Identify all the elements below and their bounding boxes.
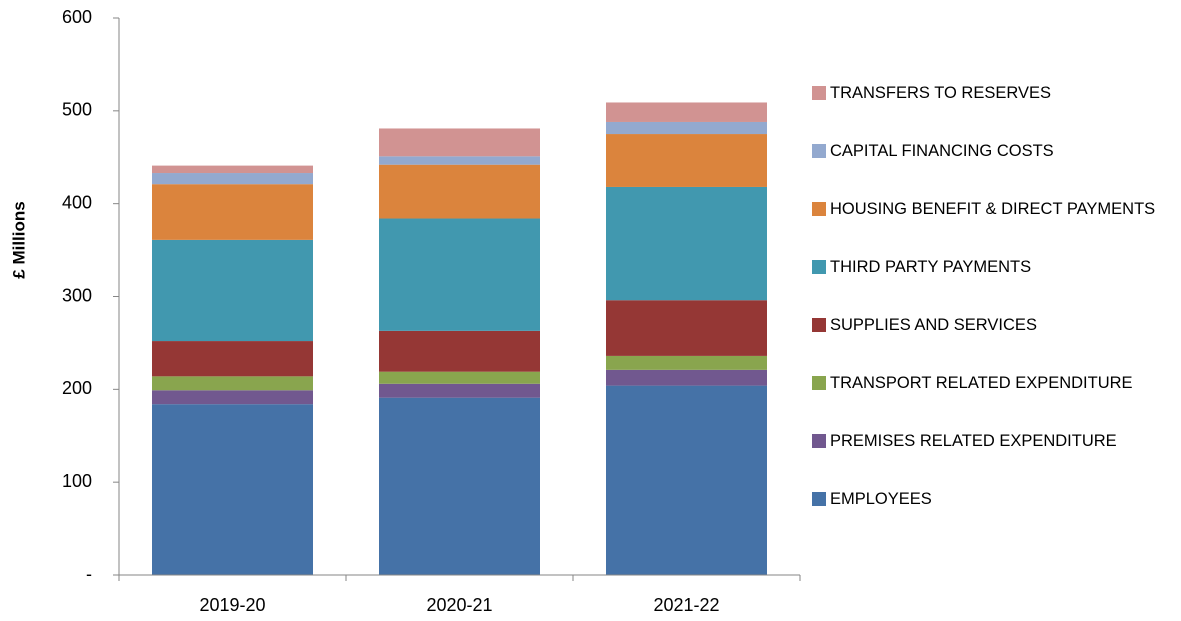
bar-segment bbox=[152, 376, 313, 391]
legend-item: PREMISES RELATED EXPENDITURE bbox=[812, 427, 1172, 456]
legend-item: EMPLOYEES bbox=[812, 485, 1172, 514]
bar-segment bbox=[379, 371, 540, 384]
legend-label: TRANSPORT RELATED EXPENDITURE bbox=[830, 374, 1133, 392]
legend-label: THIRD PARTY PAYMENTS bbox=[830, 258, 1032, 276]
bar-segment bbox=[152, 173, 313, 185]
bar-segment bbox=[606, 355, 767, 370]
legend-item: TRANSPORT RELATED EXPENDITURE bbox=[812, 369, 1172, 398]
bar-segment bbox=[379, 128, 540, 157]
legend-swatch bbox=[812, 434, 826, 448]
x-tick-label: 2021-22 bbox=[653, 595, 719, 615]
bar-segment bbox=[152, 165, 313, 174]
y-tick-label: 200 bbox=[62, 378, 92, 398]
legend-item: THIRD PARTY PAYMENTS bbox=[812, 253, 1172, 282]
legend-item: HOUSING BENEFIT & DIRECT PAYMENTS bbox=[812, 195, 1172, 224]
bar-segment bbox=[606, 134, 767, 187]
legend-label: HOUSING BENEFIT & DIRECT PAYMENTS bbox=[830, 200, 1156, 218]
legend-item: CAPITAL FINANCING COSTS bbox=[812, 137, 1172, 166]
x-tick-label: 2019-20 bbox=[199, 595, 265, 615]
legend-label: PREMISES RELATED EXPENDITURE bbox=[830, 432, 1117, 450]
y-tick-label: 100 bbox=[62, 471, 92, 491]
legend-item: SUPPLIES AND SERVICES bbox=[812, 311, 1172, 340]
legend-swatch bbox=[812, 260, 826, 274]
bar-segment bbox=[606, 102, 767, 122]
legend-item: TRANSFERS TO RESERVES bbox=[812, 79, 1172, 108]
legend-label: SUPPLIES AND SERVICES bbox=[830, 316, 1037, 334]
bar-segment bbox=[152, 184, 313, 240]
legend-label: TRANSFERS TO RESERVES bbox=[830, 84, 1051, 102]
y-tick-label: - bbox=[86, 564, 92, 584]
legend-swatch bbox=[812, 376, 826, 390]
bar-segment bbox=[152, 341, 313, 377]
bar-segment bbox=[379, 164, 540, 219]
bar-segment bbox=[379, 330, 540, 372]
bar-segment bbox=[606, 369, 767, 386]
legend-swatch bbox=[812, 318, 826, 332]
bar-segment bbox=[152, 404, 313, 575]
y-tick-label: 500 bbox=[62, 100, 92, 120]
legend-swatch bbox=[812, 86, 826, 100]
bar-segment bbox=[152, 239, 313, 342]
bar-segment bbox=[606, 300, 767, 356]
bar-segment bbox=[606, 186, 767, 301]
legend-swatch bbox=[812, 492, 826, 506]
legend-swatch bbox=[812, 144, 826, 158]
x-tick-label: 2020-21 bbox=[426, 595, 492, 615]
bar-segment bbox=[379, 218, 540, 331]
bar-segment bbox=[379, 397, 540, 575]
legend-swatch bbox=[812, 202, 826, 216]
bar-segment bbox=[379, 156, 540, 165]
y-tick-label: 600 bbox=[62, 7, 92, 27]
y-tick-label: 400 bbox=[62, 192, 92, 212]
bar-segment bbox=[152, 390, 313, 405]
y-tick-label: 300 bbox=[62, 285, 92, 305]
bar-segment bbox=[379, 383, 540, 398]
legend-label: CAPITAL FINANCING COSTS bbox=[830, 142, 1054, 160]
y-axis-title: £ Millions bbox=[9, 201, 28, 278]
bar-segment bbox=[606, 121, 767, 135]
legend-label: EMPLOYEES bbox=[830, 490, 932, 508]
bar-segment bbox=[606, 385, 767, 575]
